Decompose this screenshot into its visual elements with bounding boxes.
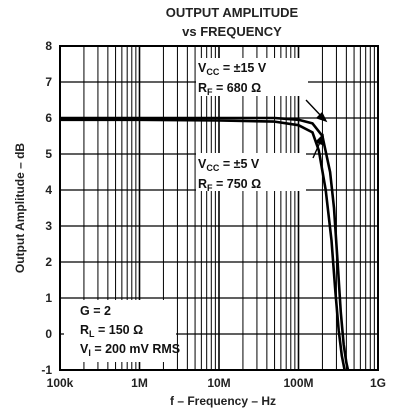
svg-text:RF = 680 Ω: RF = 680 Ω — [198, 81, 261, 97]
svg-text:VCC = ±15 V: VCC = ±15 V — [198, 61, 267, 77]
y-axis-label: Output Amplitude – dB — [13, 143, 27, 274]
series-line-1 — [60, 116, 350, 371]
arrowhead-vcc5 — [314, 133, 325, 147]
y-tick-label: 2 — [45, 255, 52, 269]
plot-frame — [59, 45, 379, 371]
annotation-vcc5: VCC = ±5 V RF = 750 Ω — [196, 153, 306, 193]
svg-text:RF = 750 Ω: RF = 750 Ω — [198, 177, 261, 193]
svg-text:VI = 200 mV RMS: VI = 200 mV RMS — [80, 342, 180, 358]
series-group — [60, 116, 350, 371]
annotation-vcc15: VCC = ±15 V RF = 680 Ω — [196, 58, 308, 97]
y-tick-label: 0 — [45, 327, 52, 341]
series-line-2 — [60, 118, 346, 371]
tick-labels: -1 0 1 2 3 4 5 6 7 8 100k 1M 10M 100M 1G — [41, 39, 386, 390]
y-tick-label: 5 — [45, 147, 52, 161]
y-tick-label: 4 — [45, 183, 52, 197]
arrowhead-vcc15 — [315, 111, 328, 123]
chart-title: OUTPUT AMPLITUDE — [166, 5, 299, 20]
x-tick-label: 1M — [131, 376, 148, 390]
x-tick-label: 10M — [207, 376, 230, 390]
x-tick-label: 1G — [370, 376, 386, 390]
x-tick-label: 100M — [283, 376, 313, 390]
chart-subtitle: vs FREQUENCY — [182, 24, 282, 39]
grid — [59, 45, 378, 371]
y-tick-label: 6 — [45, 111, 52, 125]
x-axis-label: f – Frequency – Hz — [170, 394, 276, 408]
y-tick-label: 8 — [45, 39, 52, 53]
x-tick-label: 100k — [47, 376, 74, 390]
svg-text:VCC = ±5 V: VCC = ±5 V — [198, 157, 260, 173]
y-tick-label: 7 — [45, 75, 52, 89]
svg-text:G = 2: G = 2 — [80, 304, 111, 318]
y-tick-label: 1 — [45, 291, 52, 305]
svg-text:RL = 150 Ω: RL = 150 Ω — [80, 323, 143, 339]
y-tick-label: 3 — [45, 219, 52, 233]
annotation-conditions: G = 2 RL = 150 Ω VI = 200 mV RMS — [64, 300, 180, 362]
annotation-arrows — [305, 99, 328, 159]
y-tick-label: -1 — [41, 363, 52, 377]
